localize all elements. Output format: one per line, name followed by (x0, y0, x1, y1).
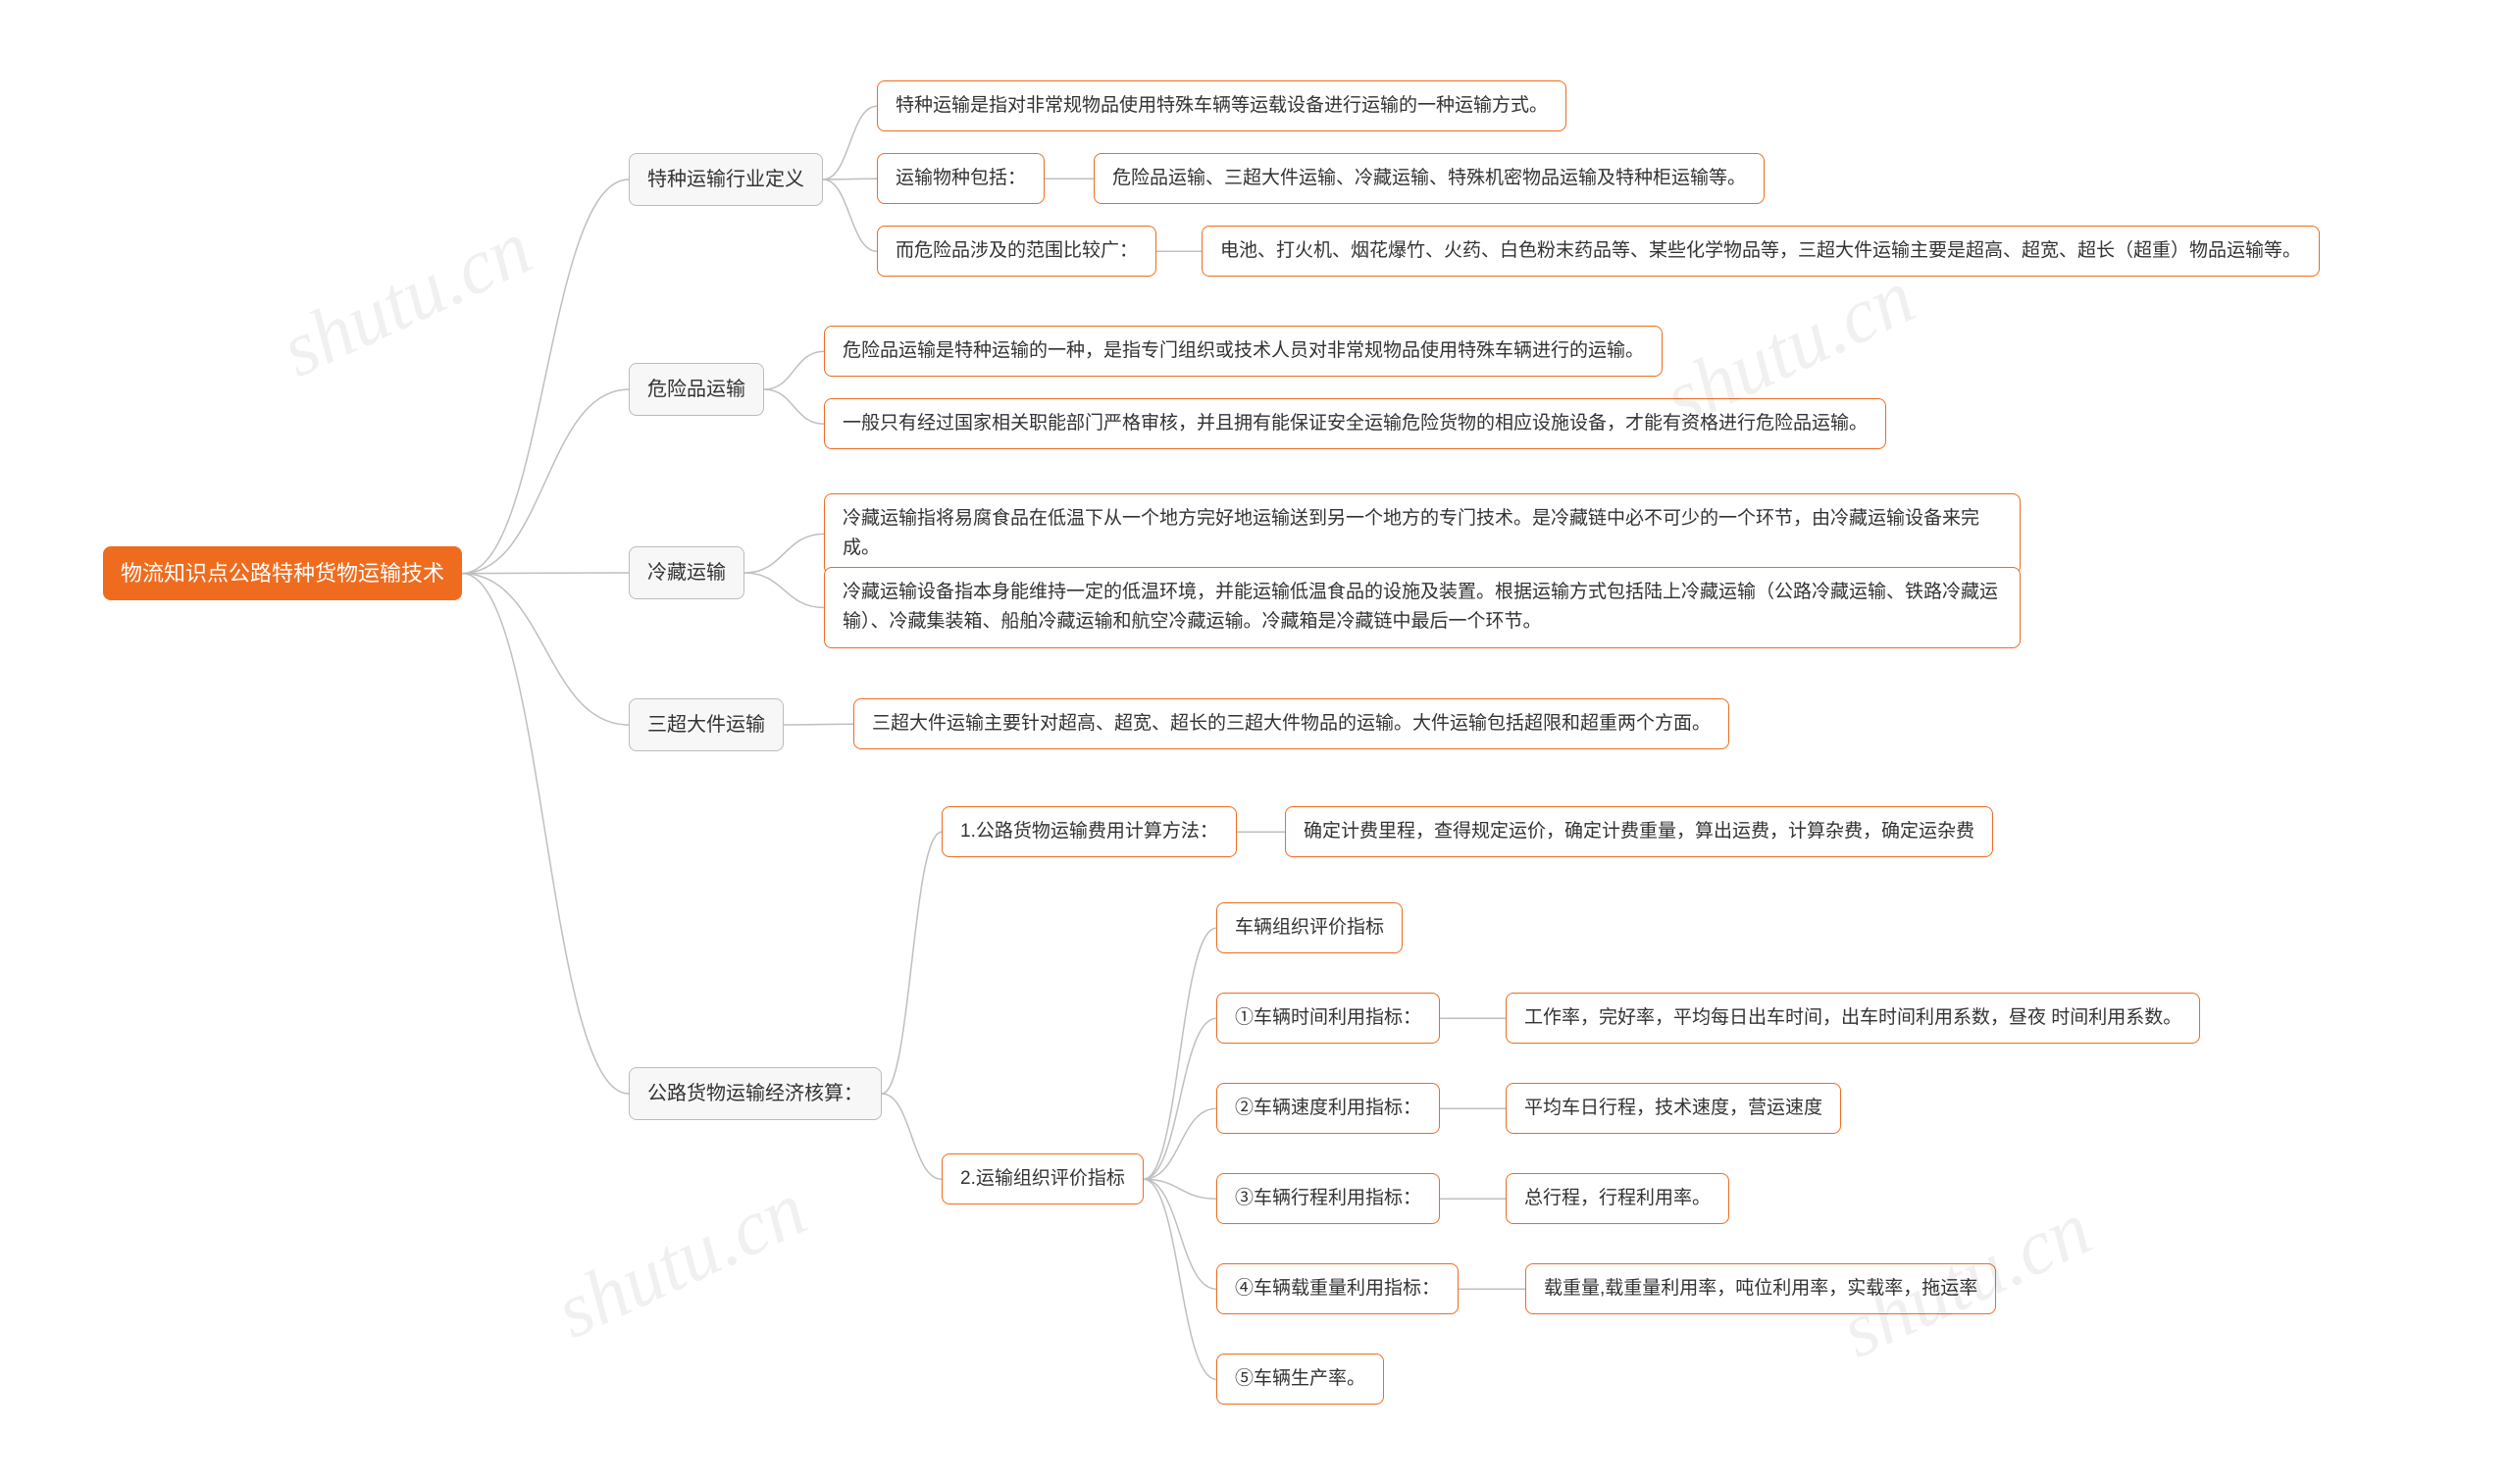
node-definition-3-detail: 电池、打火机、烟花爆竹、火药、白色粉末药品等、某些化学物品等，三超大件运输主要是… (1202, 226, 2320, 277)
branch-cold[interactable]: 冷藏运输 (629, 546, 744, 599)
node-indicator-4: ④车辆载重量利用指标： (1216, 1263, 1459, 1314)
node-cost-method: 1.公路货物运输费用计算方法： (942, 806, 1237, 857)
node-indicator-3-detail: 总行程，行程利用率。 (1506, 1173, 1729, 1224)
node-indicator-2: ②车辆速度利用指标： (1216, 1083, 1440, 1134)
node-indicator-3: ③车辆行程利用指标： (1216, 1173, 1440, 1224)
node-org-indicators: 2.运输组织评价指标 (942, 1153, 1144, 1204)
node-indicator-4-detail: 载重量,载重量利用率，吨位利用率，实载率，拖运率 (1525, 1263, 1996, 1314)
node-definition-1: 特种运输是指对非常规物品使用特殊车辆等运载设备进行运输的一种运输方式。 (877, 80, 1566, 131)
node-indicator-1: ①车辆时间利用指标： (1216, 993, 1440, 1044)
node-cost-method-detail: 确定计费里程，查得规定运价，确定计费重量，算出运费，计算杂费，确定运杂费 (1285, 806, 1993, 857)
node-dangerous-1: 危险品运输是特种运输的一种，是指专门组织或技术人员对非常规物品使用特殊车辆进行的… (824, 326, 1663, 377)
node-indicator-5: ⑤车辆生产率。 (1216, 1354, 1384, 1405)
mindmap-canvas: shutu.cn shutu.cn shutu.cn shutu.cn 物流知识… (0, 0, 2511, 1484)
node-definition-2: 运输物种包括： (877, 153, 1045, 204)
node-indicator-0: 车辆组织评价指标 (1216, 902, 1403, 953)
node-indicator-1-detail: 工作率，完好率，平均每日出车时间，出车时间利用系数，昼夜 时间利用系数。 (1506, 993, 2200, 1044)
branch-dangerous[interactable]: 危险品运输 (629, 363, 764, 416)
branch-oversize[interactable]: 三超大件运输 (629, 698, 784, 751)
node-cold-2: 冷藏运输设备指本身能维持一定的低温环境，并能运输低温食品的设施及装置。根据运输方… (824, 567, 2021, 648)
node-definition-2-detail: 危险品运输、三超大件运输、冷藏运输、特殊机密物品运输及特种柜运输等。 (1094, 153, 1765, 204)
node-indicator-2-detail: 平均车日行程，技术速度，营运速度 (1506, 1083, 1841, 1134)
root-node[interactable]: 物流知识点公路特种货物运输技术 (103, 546, 462, 600)
node-dangerous-2: 一般只有经过国家相关职能部门严格审核，并且拥有能保证安全运输危险货物的相应设施设… (824, 398, 1886, 449)
branch-economics[interactable]: 公路货物运输经济核算： (629, 1067, 882, 1120)
node-oversize-detail: 三超大件运输主要针对超高、超宽、超长的三超大件物品的运输。大件运输包括超限和超重… (853, 698, 1729, 749)
branch-definition[interactable]: 特种运输行业定义 (629, 153, 823, 206)
node-definition-3: 而危险品涉及的范围比较广： (877, 226, 1156, 277)
node-cold-1: 冷藏运输指将易腐食品在低温下从一个地方完好地运输送到另一个地方的专门技术。是冷藏… (824, 493, 2021, 575)
